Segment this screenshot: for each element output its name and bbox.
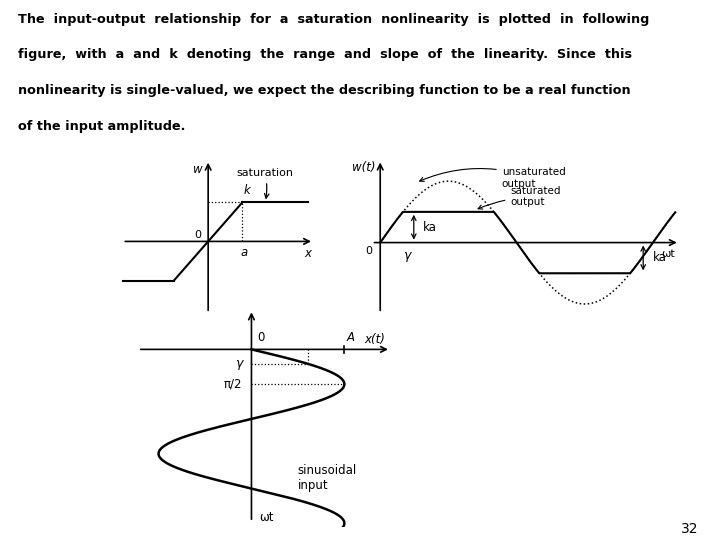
Text: saturated
output: saturated output: [478, 186, 561, 209]
Text: nonlinearity is single-valued, we expect the describing function to be a real fu: nonlinearity is single-valued, we expect…: [18, 84, 631, 97]
Text: γ: γ: [402, 249, 410, 262]
Text: k: k: [244, 184, 251, 198]
Text: saturation: saturation: [237, 168, 294, 198]
Text: ωt: ωt: [259, 511, 274, 524]
Text: ka: ka: [423, 221, 437, 234]
Text: 0: 0: [366, 246, 372, 256]
Text: x(t): x(t): [365, 333, 386, 346]
Text: The  input-output  relationship  for  a  saturation  nonlinearity  is  plotted  : The input-output relationship for a satu…: [18, 12, 649, 25]
Text: of the input amplitude.: of the input amplitude.: [18, 120, 185, 133]
Text: ka: ka: [653, 252, 667, 265]
Text: 32: 32: [681, 522, 698, 536]
Text: figure,  with  a  and  k  denoting  the  range  and  slope  of  the  linearity. : figure, with a and k denoting the range …: [18, 48, 632, 62]
Text: x: x: [305, 247, 312, 260]
Text: γ: γ: [235, 357, 242, 370]
Text: w(t): w(t): [351, 161, 375, 174]
Text: A: A: [347, 331, 355, 344]
Text: a: a: [240, 246, 248, 259]
Text: 0: 0: [194, 230, 201, 240]
Text: sinusoidal
input: sinusoidal input: [298, 464, 357, 492]
Text: π/2: π/2: [224, 377, 242, 390]
Text: w: w: [193, 163, 202, 176]
Text: ωt: ωt: [662, 249, 675, 259]
Text: unsaturated
output: unsaturated output: [420, 167, 565, 189]
Text: 0: 0: [258, 331, 265, 344]
